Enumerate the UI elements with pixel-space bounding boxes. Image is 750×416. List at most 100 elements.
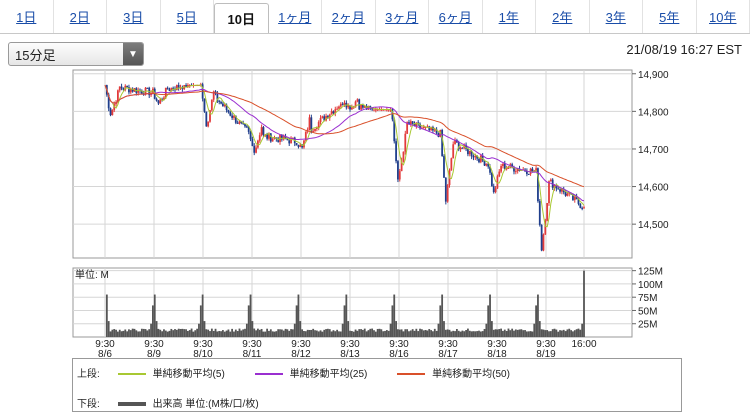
volume-bar: [268, 330, 270, 337]
volume-bar: [579, 329, 582, 337]
candle-body: [514, 171, 517, 173]
volume-bar: [354, 329, 357, 337]
volume-bar: [575, 329, 578, 337]
volume-bar: [573, 330, 576, 337]
candle-body: [113, 104, 116, 111]
candle-body: [258, 135, 261, 141]
volume-bar: [332, 330, 335, 337]
volume-bar: [190, 328, 193, 337]
candle-body: [496, 176, 499, 189]
volume-bar: [312, 328, 315, 337]
volume-bar: [455, 329, 458, 337]
candle-body: [233, 115, 235, 118]
candle-body: [255, 147, 257, 153]
volume-bar: [233, 331, 235, 337]
candle-body: [170, 87, 173, 91]
candle-body: [140, 90, 143, 94]
volume-bar: [441, 294, 444, 337]
x-tick-date-1: 8/9: [147, 349, 161, 360]
x-tick-time-7: 9:30: [438, 339, 458, 350]
candle-body: [579, 203, 582, 208]
volume-bar: [222, 330, 224, 337]
candle-body: [527, 173, 530, 175]
volume-bar: [522, 330, 525, 337]
candle-body: [306, 129, 309, 132]
volume-bar: [503, 329, 506, 337]
volume-bar: [201, 294, 204, 337]
volume-bar: [525, 331, 528, 337]
volume-bar: [450, 331, 453, 337]
tab-12[interactable]: 5年: [643, 0, 697, 33]
candle-body: [317, 122, 320, 128]
tab-8[interactable]: 6ヶ月: [429, 0, 483, 33]
candle-body: [236, 122, 239, 124]
volume-bar: [457, 330, 460, 337]
candle-body: [360, 104, 362, 110]
tab-6[interactable]: 2ヶ月: [322, 0, 376, 33]
volume-bar: [420, 329, 423, 337]
x-tick-date-8: 8/18: [487, 349, 507, 360]
volume-bar: [347, 321, 350, 337]
candle-body: [327, 116, 329, 119]
candle-body: [247, 126, 250, 132]
candle-body: [129, 89, 132, 93]
volume-bar: [279, 329, 281, 337]
x-tick-time-9: 9:30: [536, 339, 556, 350]
volume-bar: [163, 329, 165, 337]
candle-body: [128, 87, 130, 93]
candle-body: [478, 158, 480, 163]
volume-bar: [249, 294, 252, 337]
volume-bar: [242, 329, 245, 337]
volume-bar: [454, 331, 456, 337]
tab-1[interactable]: 2日: [54, 0, 107, 33]
volume-bar: [395, 321, 397, 337]
price-y-tick-4: 14,500: [638, 220, 669, 231]
tab-3[interactable]: 5日: [161, 0, 214, 33]
candle-body: [334, 109, 337, 114]
legend-upper-row: 上段: 単純移動平均(5) 単純移動平均(25) 単純移動平均(50): [77, 365, 532, 380]
volume-y-tick-3: 50M: [638, 306, 657, 317]
volume-bar: [566, 329, 569, 337]
tab-10[interactable]: 2年: [536, 0, 590, 33]
volume-bar: [275, 331, 278, 337]
volume-bar: [135, 330, 138, 337]
volume-bar: [301, 329, 304, 337]
candle-body: [122, 88, 125, 90]
volume-bar: [557, 331, 560, 337]
volume-bar: [490, 321, 493, 337]
tab-2[interactable]: 3日: [107, 0, 161, 33]
interval-select[interactable]: 15分足 ▼: [8, 42, 144, 66]
tab-0[interactable]: 1日: [0, 0, 54, 33]
volume-y-tick-2: 75M: [638, 293, 657, 304]
tab-5[interactable]: 1ヶ月: [269, 0, 322, 33]
volume-bar: [374, 331, 377, 337]
volume-bar: [308, 329, 311, 337]
volume-bar: [483, 328, 486, 337]
volume-bar: [245, 323, 248, 337]
volume-bar: [443, 321, 445, 337]
volume-bar: [433, 328, 436, 337]
tab-7[interactable]: 3ヶ月: [376, 0, 429, 33]
volume-bar: [437, 323, 440, 337]
volume-bar: [378, 328, 381, 337]
candle-body: [398, 171, 401, 180]
volume-bar: [406, 329, 409, 337]
tab-4[interactable]: 10日: [214, 3, 269, 33]
volume-bar: [513, 330, 515, 337]
chevron-down-icon[interactable]: ▼: [123, 43, 143, 65]
candle-body: [404, 133, 407, 152]
tab-11[interactable]: 3年: [590, 0, 643, 33]
volume-bar: [485, 323, 488, 337]
tab-9[interactable]: 1年: [483, 0, 536, 33]
volume-bar: [140, 328, 143, 337]
volume-bar: [258, 329, 261, 337]
candle-body: [376, 109, 379, 111]
volume-bar: [356, 330, 359, 337]
volume-bar: [218, 330, 221, 337]
volume-bar: [426, 330, 429, 337]
volume-bar: [365, 331, 368, 337]
volume-bar: [153, 294, 156, 337]
candle-body: [513, 167, 515, 172]
volume-bar: [496, 329, 499, 337]
candle-body: [163, 97, 165, 100]
